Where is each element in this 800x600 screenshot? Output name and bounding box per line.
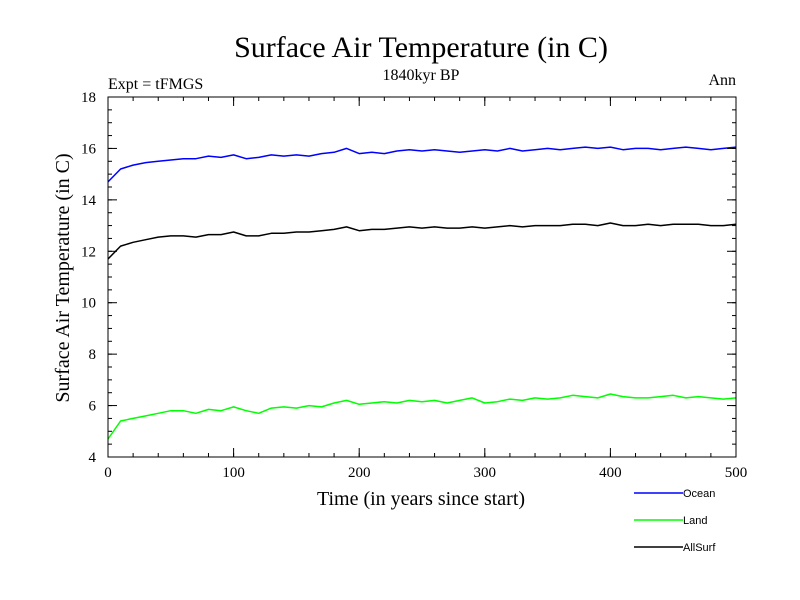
y-tick-label: 4 xyxy=(89,450,97,466)
legend: Ocean Land AllSurf xyxy=(634,488,716,554)
experiment-label: Expt = tFMGS xyxy=(108,76,203,93)
x-tick-label: 400 xyxy=(599,465,622,481)
y-tick-label: 14 xyxy=(81,193,97,209)
series-line-allsurf xyxy=(107,222,737,260)
y-tick-label: 10 xyxy=(81,296,96,312)
legend-label-ocean: Ocean xyxy=(683,488,715,500)
y-tick-label: 12 xyxy=(81,244,96,260)
series-line-ocean xyxy=(107,146,737,183)
legend-label-allsurf: AllSurf xyxy=(683,542,716,554)
x-tick-label: 500 xyxy=(725,465,748,481)
plot-area: 0 100 200 300 400 500 4 6 8 10 12 14 16 18 xyxy=(81,90,747,481)
y-tick-label: 6 xyxy=(89,399,97,415)
legend-label-land: Land xyxy=(683,515,707,527)
y-tick-label: 8 xyxy=(89,347,97,363)
chart-subtitle: 1840kyr BP xyxy=(383,67,460,84)
y-axis-label: Surface Air Temperature (in C) xyxy=(52,153,74,402)
series-line-land xyxy=(107,393,737,440)
x-axis-label: Time (in years since start) xyxy=(317,488,525,510)
y-tick-label: 18 xyxy=(81,90,96,106)
x-tick-label: 100 xyxy=(222,465,245,481)
x-tick-label: 0 xyxy=(104,465,112,481)
season-label: Ann xyxy=(708,72,736,89)
y-tick-label: 16 xyxy=(81,141,97,157)
chart-title: Surface Air Temperature (in C) xyxy=(234,31,608,64)
x-tick-label: 300 xyxy=(474,465,497,481)
x-tick-label: 200 xyxy=(348,465,371,481)
